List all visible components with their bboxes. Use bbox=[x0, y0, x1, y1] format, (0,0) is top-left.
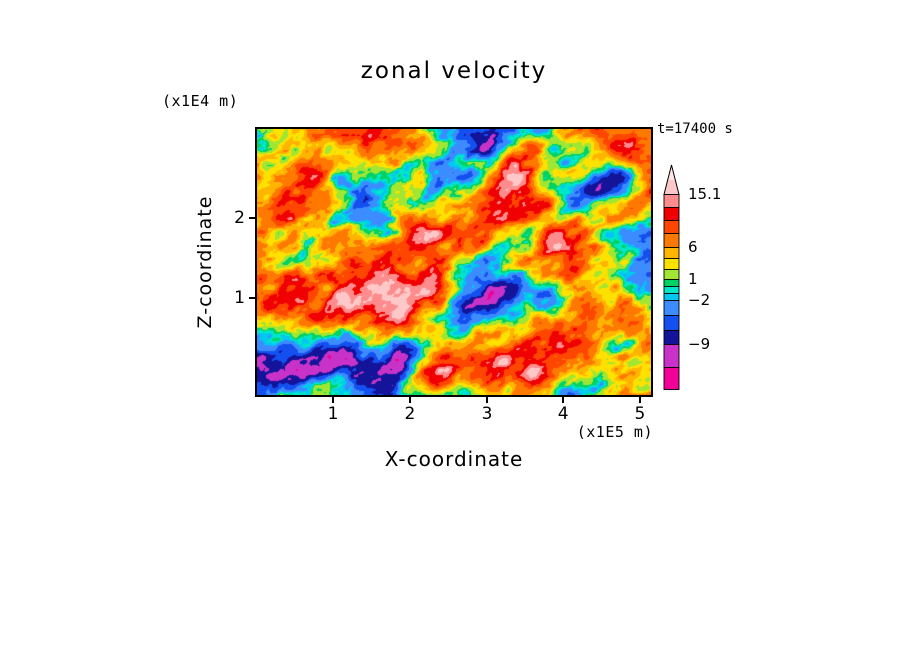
y-tick-mark bbox=[249, 296, 255, 299]
colorbar-segment bbox=[663, 247, 680, 259]
colorbar-segment bbox=[663, 286, 680, 294]
y-axis-label: Z-coordinate bbox=[194, 195, 216, 329]
colorbar-label: −9 bbox=[688, 335, 711, 353]
colorbar-segment bbox=[663, 330, 680, 345]
velocity-field-canvas bbox=[257, 129, 651, 395]
colorbar-label: 6 bbox=[688, 238, 698, 256]
colorbar-segment bbox=[663, 258, 680, 270]
colorbar-segment bbox=[663, 220, 680, 234]
x-axis-unit: (x1E5 m) bbox=[576, 423, 653, 441]
colorbar-segment bbox=[663, 293, 680, 301]
x-tick-label: 4 bbox=[557, 404, 569, 424]
colorbar-segment bbox=[663, 367, 680, 390]
colorbar-tip-lower bbox=[664, 180, 679, 195]
colorbar-label: 15.1 bbox=[688, 185, 722, 203]
colorbar-svg bbox=[663, 164, 680, 390]
y-tick-label: 2 bbox=[234, 208, 245, 229]
colorbar-tip-upper bbox=[667, 165, 676, 180]
x-tick-label: 3 bbox=[481, 404, 493, 424]
y-tick-label: 1 bbox=[234, 287, 245, 308]
time-label: t=17400 s bbox=[657, 121, 733, 137]
y-axis-unit: (x1E4 m) bbox=[162, 92, 239, 110]
colorbar-label: 1 bbox=[688, 270, 698, 288]
x-tick-mark bbox=[408, 397, 411, 403]
colorbar-label: −2 bbox=[688, 291, 711, 309]
x-tick-label: 2 bbox=[404, 404, 416, 424]
colorbar-segment bbox=[663, 344, 680, 368]
colorbar-segment bbox=[663, 207, 680, 221]
x-axis-label: X-coordinate bbox=[384, 447, 524, 471]
colorbar-segment bbox=[663, 233, 680, 248]
colorbar-segment bbox=[663, 315, 680, 331]
plot-area bbox=[255, 127, 653, 397]
colorbar bbox=[663, 164, 680, 390]
colorbar-segment bbox=[663, 194, 680, 208]
x-tick-label: 5 bbox=[634, 404, 646, 424]
x-tick-mark bbox=[332, 397, 335, 403]
colorbar-segment bbox=[663, 279, 680, 287]
colorbar-segment bbox=[663, 300, 680, 316]
x-tick-mark bbox=[562, 397, 565, 403]
y-tick-mark bbox=[249, 217, 255, 220]
plot-title: zonal velocity bbox=[360, 58, 548, 84]
x-tick-label: 1 bbox=[327, 404, 339, 424]
x-tick-mark bbox=[486, 397, 489, 403]
x-tick-mark bbox=[638, 397, 641, 403]
colorbar-segment bbox=[663, 269, 680, 280]
